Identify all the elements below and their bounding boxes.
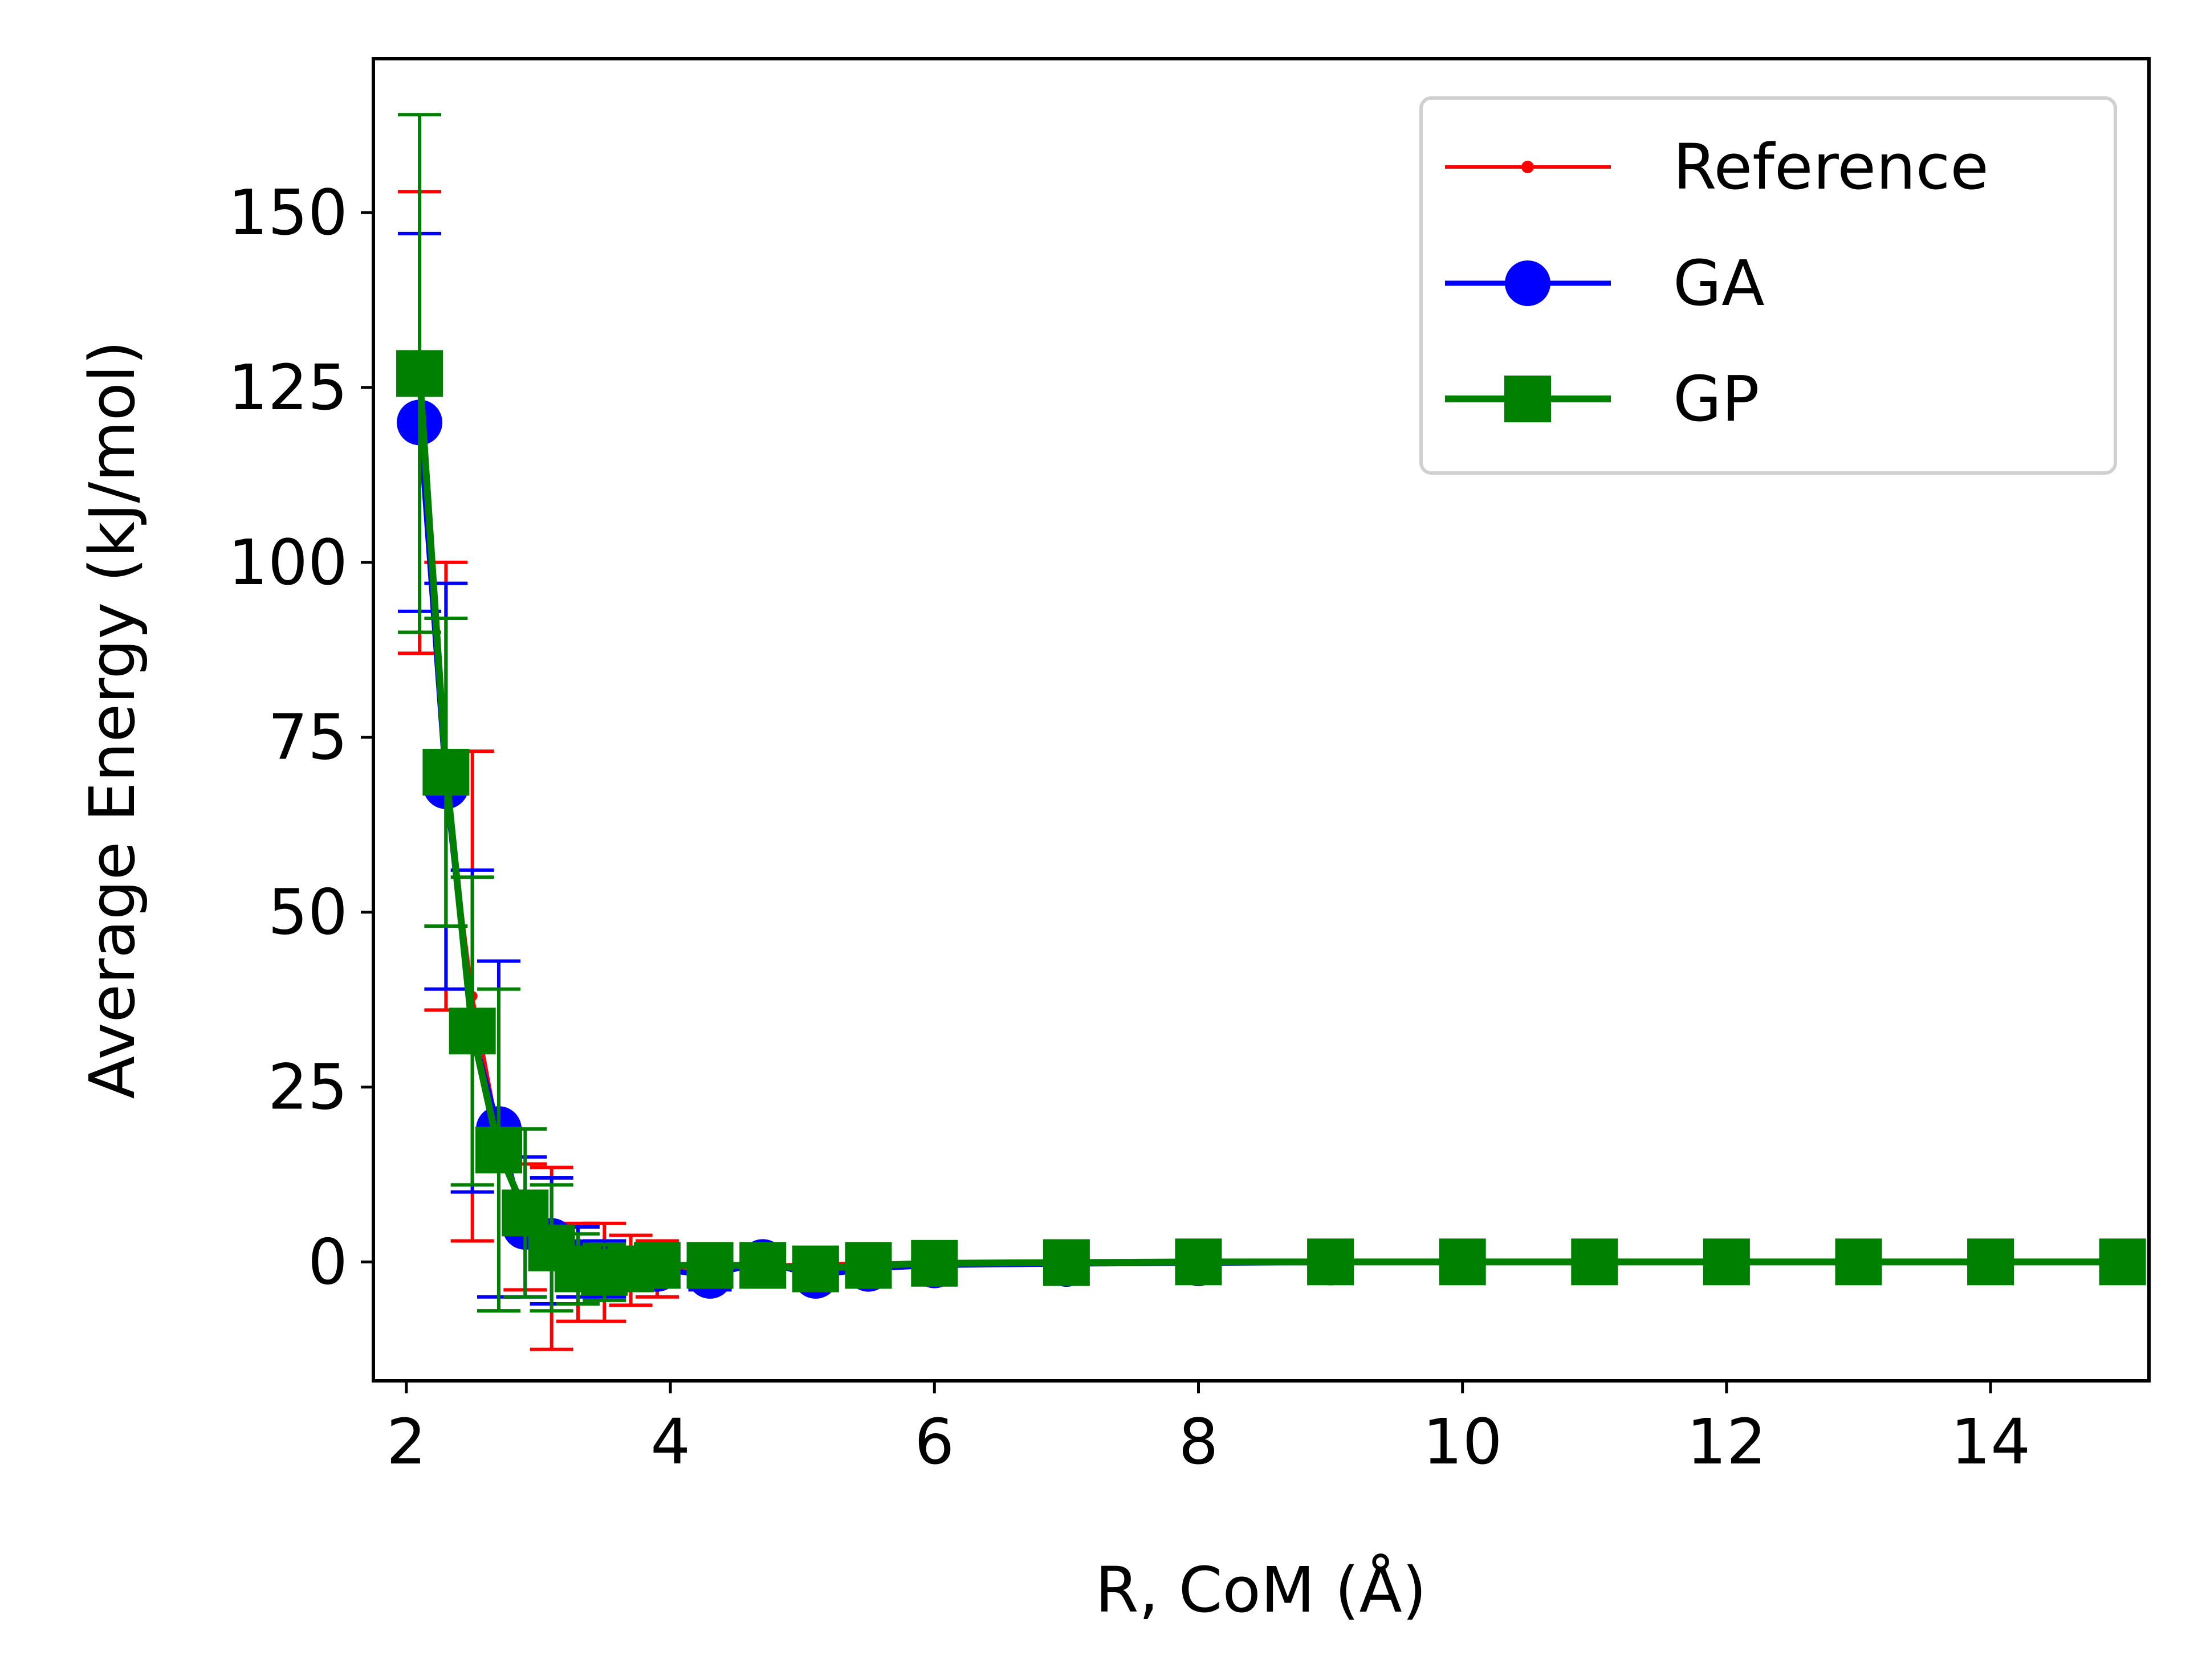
data-point [1439, 1238, 1486, 1286]
data-point [845, 1242, 892, 1289]
legend: Reference GA GP [1419, 96, 2117, 475]
legend-marker [1504, 376, 1551, 422]
y-tick-label: 125 [228, 351, 348, 424]
x-tick-label: 12 [1687, 1405, 1766, 1478]
data-point [739, 1242, 787, 1289]
data-point [449, 1008, 496, 1055]
x-tick-label: 14 [1951, 1405, 2030, 1478]
x-axis: 2 4 6 8 10 12 14 [386, 1381, 2030, 1478]
data-point [633, 1242, 681, 1289]
plot-content [396, 113, 2146, 1351]
y-tick-label: 150 [228, 176, 348, 249]
legend-label: Reference [1673, 131, 1989, 203]
data-point [686, 1242, 734, 1289]
legend-label: GA [1673, 247, 1765, 320]
x-tick-label: 6 [914, 1405, 954, 1478]
data-point [1571, 1238, 1618, 1286]
y-tick-label: 25 [268, 1050, 348, 1123]
data-point [1835, 1238, 1882, 1286]
data-point [792, 1245, 839, 1292]
legend-marker [1521, 161, 1534, 173]
plot-frame [372, 57, 2151, 1383]
legend-label: GP [1673, 362, 1760, 435]
data-point [1307, 1238, 1354, 1286]
x-tick-label: 10 [1423, 1405, 1503, 1478]
data-point [2099, 1238, 2146, 1286]
x-tick-label: 4 [650, 1405, 690, 1478]
y-tick-label: 75 [268, 701, 348, 774]
data-point [1175, 1238, 1222, 1286]
y-tick-label: 50 [268, 876, 348, 949]
y-tick-label: 100 [228, 526, 348, 599]
legend-marker [1505, 260, 1550, 306]
y-tick-label: 0 [308, 1225, 348, 1298]
data-point [475, 1126, 523, 1173]
data-point [396, 350, 443, 397]
x-tick-label: 8 [1178, 1405, 1218, 1478]
x-axis-label: R, CoM (Å) [1095, 1553, 1426, 1626]
x-tick-label: 2 [386, 1405, 426, 1478]
series-gp [396, 113, 2146, 1313]
data-point [422, 749, 470, 796]
data-point [1703, 1238, 1750, 1286]
data-point [1967, 1238, 2014, 1286]
data-point [911, 1239, 958, 1287]
data-point [1043, 1239, 1090, 1286]
y-axis-label: Average Energy (kJ/mol) [76, 341, 149, 1099]
y-axis: 0 25 50 75 100 125 150 [228, 176, 373, 1298]
legend-box [1419, 96, 2117, 475]
